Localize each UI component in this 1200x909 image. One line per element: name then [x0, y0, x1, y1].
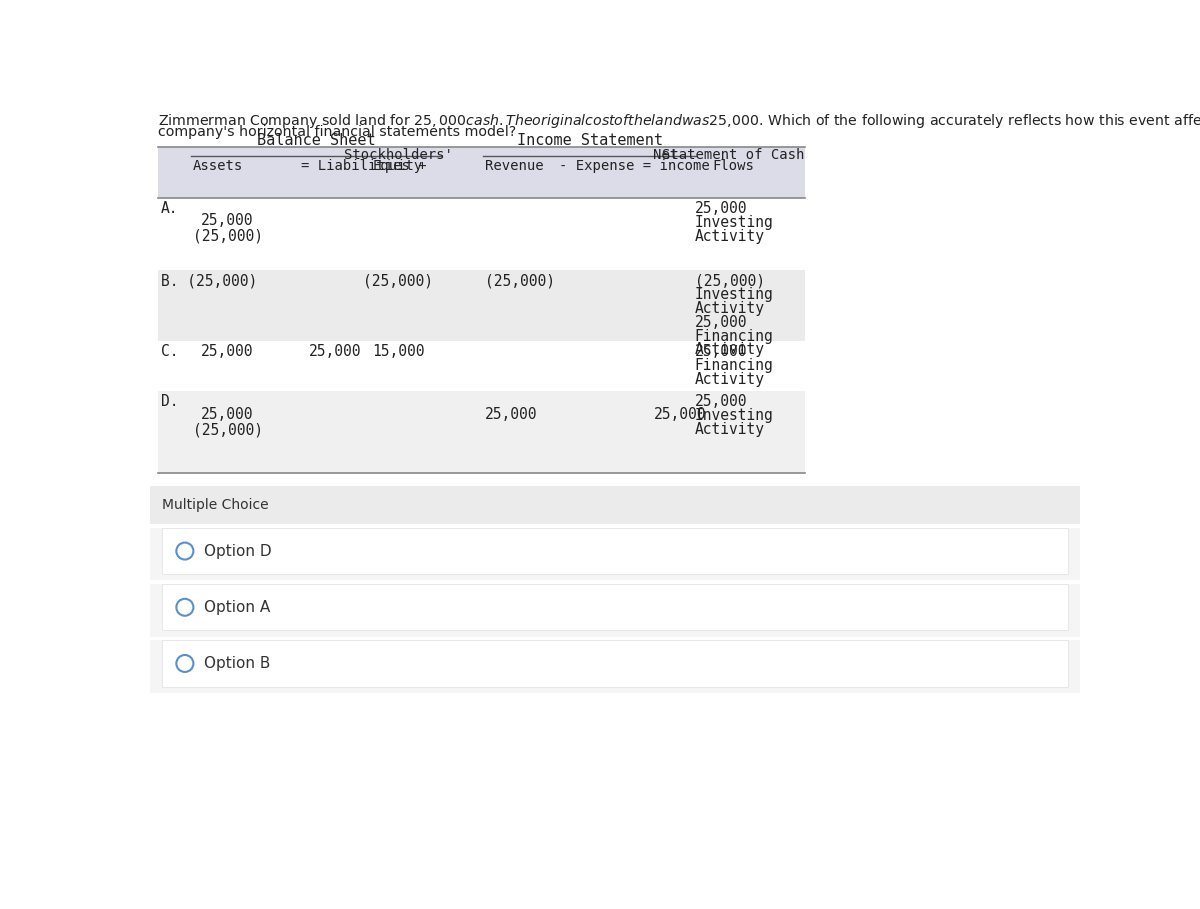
Text: Statement of Cash: Statement of Cash [662, 148, 805, 162]
FancyBboxPatch shape [162, 528, 1068, 574]
Text: Investing: Investing [695, 215, 774, 230]
FancyBboxPatch shape [150, 584, 1080, 636]
Text: C.: C. [161, 344, 179, 359]
Text: Zimmerman Company sold land for $25,000 cash. The original cost of the land was : Zimmerman Company sold land for $25,000 … [157, 112, 1200, 130]
Text: Investing: Investing [695, 408, 774, 423]
Text: 25,000: 25,000 [654, 407, 707, 422]
Text: 15,000: 15,000 [372, 344, 425, 359]
Text: - Expense = income: - Expense = income [559, 159, 710, 173]
Text: Stockholders': Stockholders' [343, 148, 452, 162]
Text: Assets: Assets [193, 159, 242, 173]
Text: 25,000: 25,000 [695, 315, 748, 330]
FancyBboxPatch shape [157, 270, 805, 341]
Text: Option D: Option D [204, 544, 272, 558]
Text: Revenue: Revenue [485, 159, 544, 173]
Text: Activity: Activity [695, 422, 764, 436]
Text: Net: Net [653, 148, 678, 162]
FancyBboxPatch shape [157, 198, 805, 270]
Text: 25,000: 25,000 [200, 213, 253, 228]
Text: Activity: Activity [695, 343, 764, 357]
Text: (25,000): (25,000) [364, 273, 433, 288]
FancyBboxPatch shape [157, 147, 805, 198]
FancyBboxPatch shape [162, 640, 1068, 686]
FancyBboxPatch shape [150, 528, 1080, 580]
Text: Financing: Financing [695, 358, 774, 373]
Text: (25,000): (25,000) [485, 273, 554, 288]
Text: 25,000: 25,000 [695, 202, 748, 216]
Text: company's horizontal financial statements model?: company's horizontal financial statement… [157, 125, 516, 139]
Text: Financing: Financing [695, 328, 774, 344]
Text: Balance Sheet: Balance Sheet [257, 134, 376, 148]
Text: Activity: Activity [695, 372, 764, 386]
FancyBboxPatch shape [150, 485, 1080, 524]
Text: Income Statement: Income Statement [517, 134, 662, 148]
Text: Flows: Flows [713, 159, 755, 173]
Text: Multiple Choice: Multiple Choice [162, 498, 269, 512]
Text: 25,000: 25,000 [695, 344, 748, 359]
Text: Activity: Activity [695, 301, 764, 315]
Text: Equity: Equity [373, 159, 424, 173]
Text: Option B: Option B [204, 656, 271, 671]
FancyBboxPatch shape [150, 640, 1080, 693]
Text: (25,000): (25,000) [695, 273, 764, 288]
Text: 25,000: 25,000 [695, 394, 748, 409]
Text: Option A: Option A [204, 600, 270, 614]
Text: Investing: Investing [695, 287, 774, 302]
Text: (25,000): (25,000) [193, 423, 263, 437]
FancyBboxPatch shape [162, 584, 1068, 630]
Text: B. (25,000): B. (25,000) [161, 273, 257, 288]
FancyBboxPatch shape [157, 341, 805, 391]
FancyBboxPatch shape [157, 391, 805, 474]
Text: 25,000: 25,000 [308, 344, 361, 359]
Text: = Liabilities +: = Liabilities + [301, 159, 427, 173]
Text: Activity: Activity [695, 229, 764, 245]
Text: A.: A. [161, 202, 179, 216]
Text: 25,000: 25,000 [200, 407, 253, 422]
Text: (25,000): (25,000) [193, 228, 263, 244]
Text: D.: D. [161, 394, 179, 409]
Text: 25,000: 25,000 [200, 344, 253, 359]
Text: 25,000: 25,000 [485, 407, 538, 422]
